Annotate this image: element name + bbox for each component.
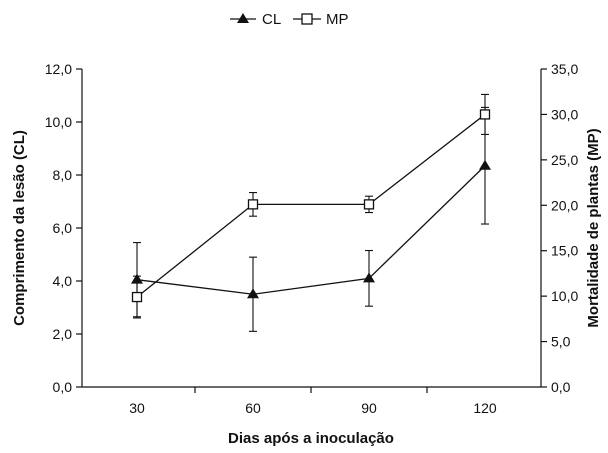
legend-marker-cl: [237, 13, 249, 23]
y-tick-label-right: 20,0: [551, 197, 578, 213]
y-tick-label-left: 10,0: [45, 114, 72, 130]
y-tick-label-right: 0,0: [551, 379, 571, 395]
point-mp: [363, 199, 375, 210]
series-line-mp: [136, 113, 486, 298]
point-cl: [479, 159, 491, 170]
y-tick-label-left: 8,0: [53, 167, 73, 183]
point-mp: [479, 109, 491, 120]
y-tick-label-right: 5,0: [551, 334, 571, 350]
point-mp: [247, 199, 259, 210]
x-ticks: 30 60 90 120: [129, 387, 497, 416]
legend-marker-mp: [301, 13, 313, 25]
y-tick-label-right: 35,0: [551, 61, 578, 77]
y-axis-title-left: Comprimento da lesão (CL): [11, 130, 28, 326]
y-tick-label-left: 0,0: [53, 379, 73, 395]
y-axis-title-right: Mortalidade de plantas (MP): [585, 128, 602, 327]
y-tick-label-right: 15,0: [551, 243, 578, 259]
legend-label-cl: CL: [262, 11, 281, 28]
y-tick-label-left: 6,0: [53, 220, 73, 236]
series-line-cl: [136, 165, 486, 295]
x-tick-label: 60: [245, 400, 261, 416]
point-cl: [247, 288, 259, 299]
y-tick-label-right: 10,0: [551, 288, 578, 304]
y-tick-label-right: 25,0: [551, 152, 578, 168]
series-layer: [131, 93, 491, 332]
y-tick-label-left: 2,0: [53, 326, 73, 342]
point-mp: [131, 291, 143, 303]
y-tick-label-left: 12,0: [45, 61, 72, 77]
x-tick-label: 120: [473, 400, 497, 416]
point-cl: [363, 272, 375, 283]
x-tick-label: 90: [361, 400, 377, 416]
x-tick-label: 30: [129, 400, 145, 416]
legend: CL MP: [230, 11, 349, 28]
y-ticks-left: 0,0 2,0 4,0 6,0 8,0 10,0 12,0: [45, 61, 82, 395]
legend-label-mp: MP: [326, 11, 349, 28]
y-tick-label-left: 4,0: [53, 273, 73, 289]
y-ticks-right: 0,0 5,0 10,0 15,0 20,0 25,0 30,0 35,0: [541, 61, 578, 395]
y-tick-label-right: 30,0: [551, 106, 578, 122]
x-axis-title: Dias após a inoculação: [228, 430, 394, 447]
